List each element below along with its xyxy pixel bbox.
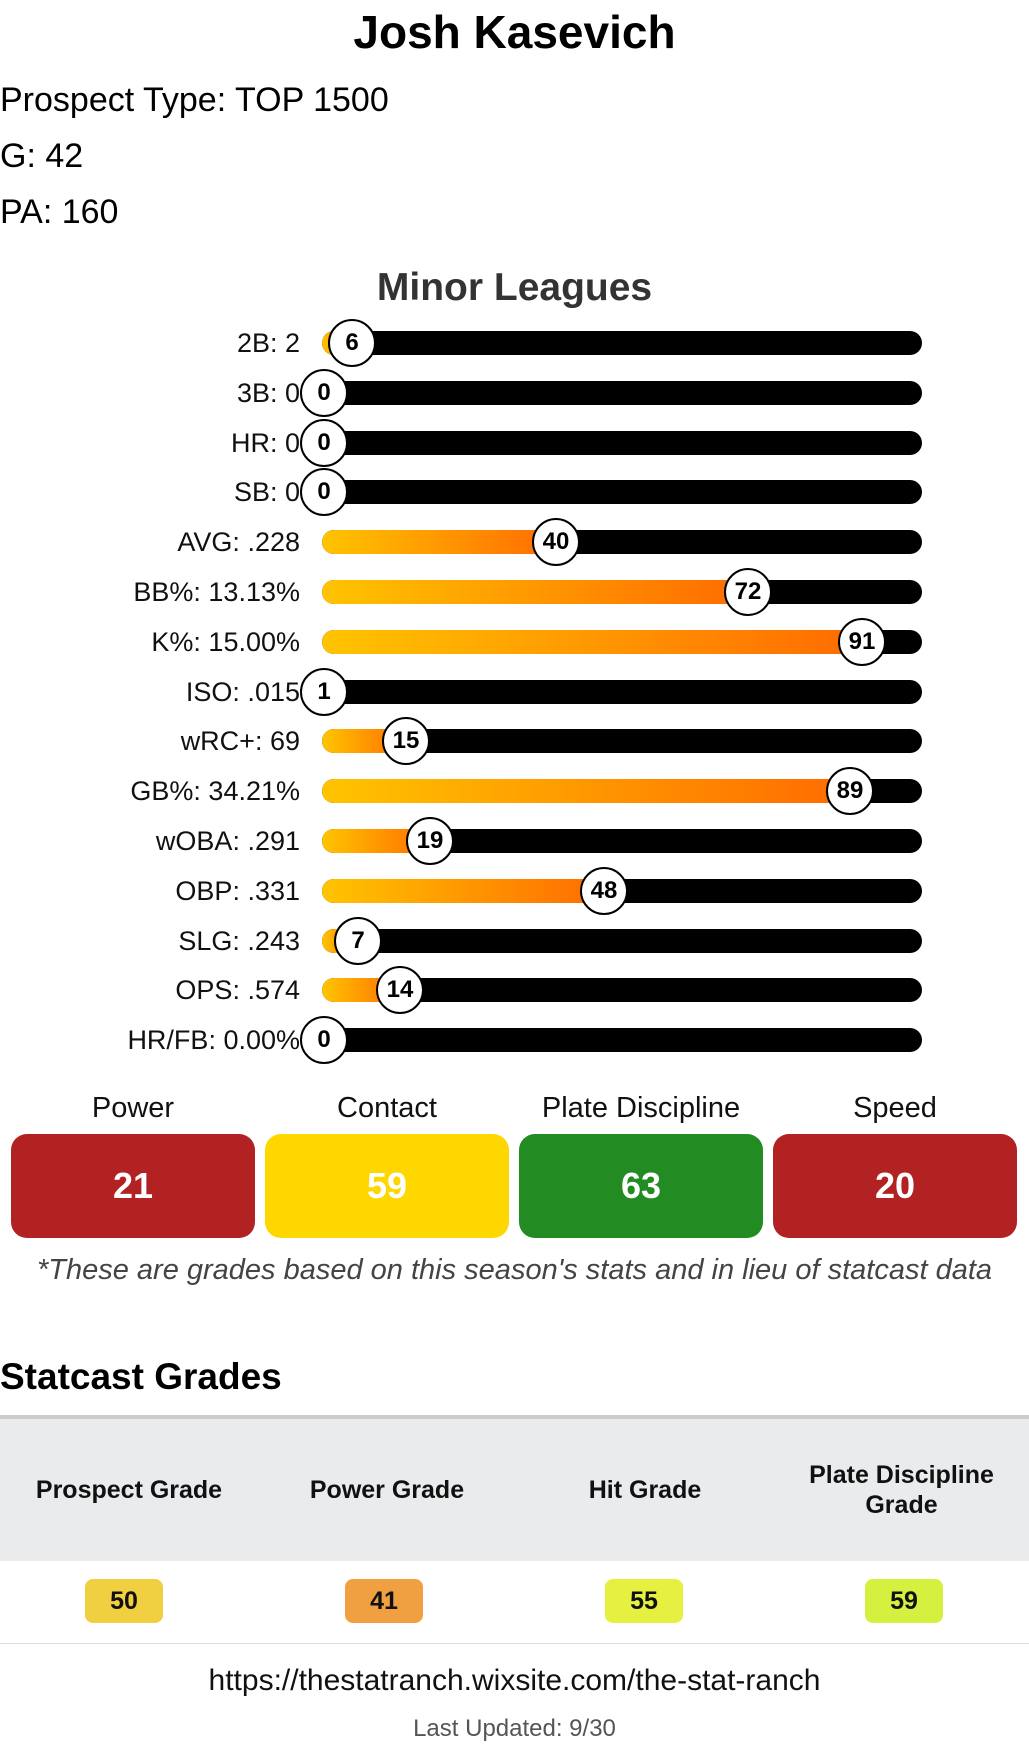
bar-row: SLG: .243 7 <box>0 916 1029 966</box>
bar-track <box>322 331 922 355</box>
bar-label: SLG: .243 <box>178 925 300 956</box>
percentile-badge: 0 <box>300 468 348 517</box>
statcast-table-row: 50 41 55 59 <box>0 1561 1029 1644</box>
bar-track <box>322 629 922 654</box>
bar-row: OPS: .574 14 <box>0 965 1029 1015</box>
bar-track <box>322 928 922 953</box>
statcast-table-header: Prospect Grade Power Grade Hit Grade Pla… <box>0 1415 1029 1561</box>
header-plate-discipline-grade: Plate Discipline Grade <box>809 1461 994 1519</box>
bar-row: OBP: .331 48 <box>0 866 1029 916</box>
statcast-grades-title: Statcast Grades <box>0 1356 282 1397</box>
bar-track <box>322 530 922 555</box>
last-updated: Last Updated: 9/30 <box>413 1715 616 1742</box>
bar-label: BB%: 13.13% <box>133 577 300 607</box>
percentile-badge: 40 <box>532 518 580 567</box>
bar-label: wRC+: 69 <box>180 726 300 757</box>
power-grade-value: 41 <box>345 1579 423 1623</box>
percentile-badge: 48 <box>580 866 628 915</box>
speed-grade-box: 20 <box>773 1134 1017 1238</box>
percentile-badge: 15 <box>382 717 430 766</box>
bar-fill <box>322 530 562 555</box>
speed-grade-label: Speed <box>853 1092 937 1124</box>
bar-row: ISO: .015 1 <box>0 667 1029 717</box>
header-hit-grade: Hit Grade <box>588 1476 702 1504</box>
bar-fill <box>322 878 610 903</box>
percentile-badge: 7 <box>334 916 382 965</box>
contact-grade-box: 59 <box>265 1134 509 1238</box>
contact-grade-label: Contact <box>337 1092 437 1124</box>
bar-track <box>322 380 922 405</box>
bar-row: AVG: .228 40 <box>0 517 1029 567</box>
bar-label: GB%: 34.21% <box>130 776 300 807</box>
bar-track <box>322 580 922 604</box>
bar-row: 2B: 2 6 <box>0 318 1029 368</box>
bar-track <box>322 679 922 704</box>
grades-disclaimer: *These are grades based on this season's… <box>36 1254 993 1286</box>
bar-label: 3B: 0 <box>236 377 300 408</box>
bar-row: HR/FB: 0.00% 0 <box>0 1015 1029 1065</box>
bar-row: K%: 15.00% 91 <box>0 617 1029 667</box>
bar-track <box>322 1028 922 1053</box>
header-power-grade: Power Grade <box>309 1476 465 1504</box>
games-played: G: 42 <box>0 137 84 175</box>
bar-label: wOBA: .291 <box>155 826 300 856</box>
percentile-badge: 14 <box>376 966 424 1015</box>
bar-label: 2B: 2 <box>236 328 300 358</box>
percentile-badge: 72 <box>724 568 772 616</box>
bar-track <box>322 779 922 804</box>
bar-fill <box>322 629 868 654</box>
bar-label: OBP: .331 <box>175 875 300 906</box>
plate-discipline-grade-box: 63 <box>519 1134 763 1238</box>
bar-fill <box>322 779 856 804</box>
plate-discipline-grade-label: Plate Discipline <box>541 1092 741 1124</box>
bar-row: BB%: 13.13% 72 <box>0 567 1029 617</box>
power-grade-box: 21 <box>11 1134 255 1238</box>
minor-leagues-title: Minor Leagues <box>376 266 653 309</box>
bar-row: GB%: 34.21% 89 <box>0 766 1029 816</box>
bar-label: ISO: .015 <box>185 676 300 707</box>
player-name: Josh Kasevich <box>353 6 676 58</box>
bar-label: SB: 0 <box>233 477 300 508</box>
percentile-badge: 19 <box>406 817 454 865</box>
prospect-grade-value: 50 <box>85 1579 163 1623</box>
percentile-badge: 1 <box>300 667 348 716</box>
bar-track <box>322 430 922 455</box>
percentile-badge: 89 <box>826 767 874 816</box>
plate-discipline-grade-value: 59 <box>865 1579 943 1623</box>
bar-label: AVG: .228 <box>177 527 300 558</box>
percentile-badge: 91 <box>838 617 886 666</box>
bar-row: wOBA: .291 19 <box>0 816 1029 866</box>
percentile-badge: 0 <box>300 418 348 467</box>
power-grade-label: Power <box>91 1092 175 1124</box>
percentile-badge: 0 <box>300 1016 348 1065</box>
bar-track <box>322 480 922 505</box>
bar-label: K%: 15.00% <box>151 626 300 657</box>
percentile-badge: 6 <box>328 319 376 367</box>
bar-label: OPS: .574 <box>175 975 300 1006</box>
header-prospect-grade: Prospect Grade <box>35 1476 223 1504</box>
prospect-type: Prospect Type: TOP 1500 <box>0 81 389 119</box>
bar-label: HR/FB: 0.00% <box>127 1025 300 1056</box>
bar-label: HR: 0 <box>230 427 300 458</box>
bar-row: wRC+: 69 15 <box>0 716 1029 766</box>
plate-appearances: PA: 160 <box>0 193 119 231</box>
site-link[interactable]: https://thestatranch.wixsite.com/the-sta… <box>208 1664 821 1697</box>
hit-grade-value: 55 <box>605 1579 683 1623</box>
bar-fill <box>322 580 754 604</box>
percentile-badge: 0 <box>300 368 348 417</box>
